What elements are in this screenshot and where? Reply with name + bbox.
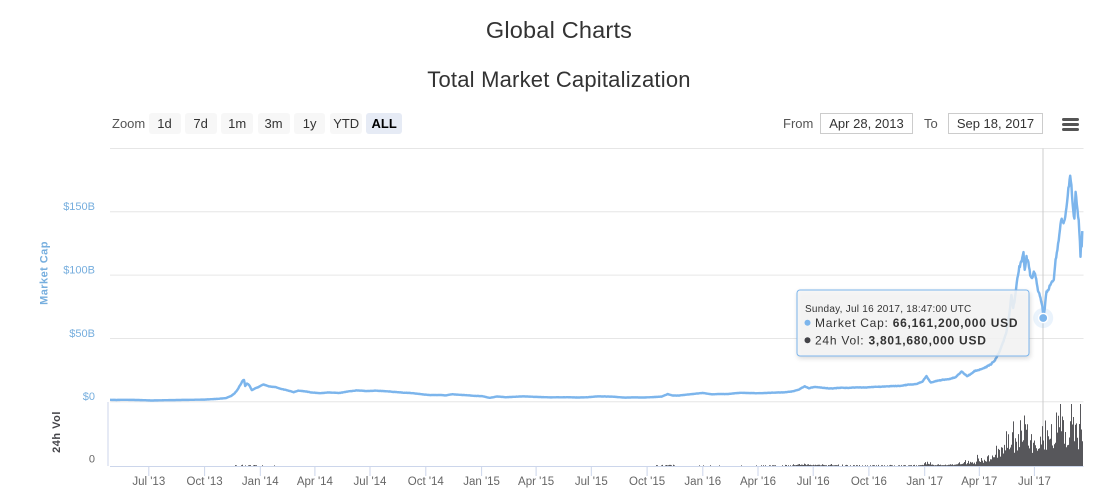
svg-text:Jul '14: Jul '14	[354, 476, 387, 488]
svg-text:Market Cap: 66,161,200,000 USD: Market Cap: 66,161,200,000 USD	[815, 316, 1018, 330]
svg-text:$150B: $150B	[63, 201, 95, 213]
svg-text:Oct '16: Oct '16	[851, 476, 887, 488]
svg-text:Jul '16: Jul '16	[797, 476, 830, 488]
svg-text:Apr '16: Apr '16	[740, 476, 776, 488]
svg-text:0: 0	[89, 454, 95, 466]
svg-text:Jul '13: Jul '13	[132, 476, 165, 488]
svg-text:Jul '17: Jul '17	[1018, 476, 1051, 488]
svg-text:$50B: $50B	[69, 328, 95, 340]
svg-text:Jan '16: Jan '16	[684, 476, 721, 488]
svg-text:Jan '14: Jan '14	[242, 476, 279, 488]
svg-text:Apr '15: Apr '15	[518, 476, 554, 488]
svg-text:Oct '13: Oct '13	[187, 476, 223, 488]
svg-text:Oct '15: Oct '15	[629, 476, 665, 488]
svg-text:Apr '14: Apr '14	[297, 476, 334, 488]
svg-text:Market Cap: Market Cap	[39, 241, 51, 305]
svg-text:Jan '17: Jan '17	[906, 476, 943, 488]
svg-text:Apr '17: Apr '17	[961, 476, 997, 488]
svg-text:Jul '15: Jul '15	[575, 476, 608, 488]
svg-text:Oct '14: Oct '14	[408, 476, 445, 488]
svg-text:24h Vol: 24h Vol	[51, 411, 63, 453]
svg-text:$0: $0	[83, 391, 95, 403]
svg-text:Jan '15: Jan '15	[463, 476, 500, 488]
svg-text:24h Vol: 3,801,680,000 USD: 24h Vol: 3,801,680,000 USD	[815, 334, 987, 348]
svg-text:Sunday, Jul 16 2017, 18:47:00: Sunday, Jul 16 2017, 18:47:00 UTC	[805, 304, 972, 315]
svg-text:$100B: $100B	[63, 264, 95, 276]
